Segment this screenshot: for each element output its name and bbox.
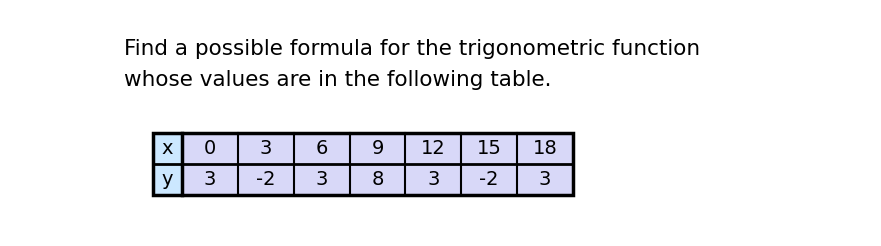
Text: 12: 12 bbox=[421, 139, 446, 158]
FancyBboxPatch shape bbox=[405, 164, 461, 195]
FancyBboxPatch shape bbox=[293, 164, 350, 195]
Text: -2: -2 bbox=[479, 170, 499, 189]
FancyBboxPatch shape bbox=[517, 164, 573, 195]
FancyBboxPatch shape bbox=[350, 134, 405, 164]
FancyBboxPatch shape bbox=[182, 164, 238, 195]
Text: x: x bbox=[162, 139, 174, 158]
FancyBboxPatch shape bbox=[405, 134, 461, 164]
Text: -2: -2 bbox=[256, 170, 276, 189]
Text: 3: 3 bbox=[315, 170, 328, 189]
FancyBboxPatch shape bbox=[461, 134, 517, 164]
Text: 3: 3 bbox=[538, 170, 552, 189]
Text: 3: 3 bbox=[427, 170, 440, 189]
Text: 15: 15 bbox=[477, 139, 501, 158]
FancyBboxPatch shape bbox=[152, 164, 182, 195]
FancyBboxPatch shape bbox=[461, 164, 517, 195]
FancyBboxPatch shape bbox=[517, 134, 573, 164]
FancyBboxPatch shape bbox=[238, 164, 293, 195]
FancyBboxPatch shape bbox=[293, 134, 350, 164]
Text: 9: 9 bbox=[371, 139, 384, 158]
Text: 3: 3 bbox=[260, 139, 272, 158]
FancyBboxPatch shape bbox=[238, 134, 293, 164]
FancyBboxPatch shape bbox=[350, 164, 405, 195]
Text: 6: 6 bbox=[315, 139, 328, 158]
FancyBboxPatch shape bbox=[182, 134, 238, 164]
Text: y: y bbox=[162, 170, 174, 189]
Text: whose values are in the following table.: whose values are in the following table. bbox=[124, 70, 552, 90]
Text: 18: 18 bbox=[532, 139, 558, 158]
Text: 0: 0 bbox=[204, 139, 216, 158]
FancyBboxPatch shape bbox=[152, 134, 182, 164]
Text: Find a possible formula for the trigonometric function: Find a possible formula for the trigonom… bbox=[124, 39, 700, 59]
Text: 3: 3 bbox=[204, 170, 217, 189]
Text: 8: 8 bbox=[371, 170, 384, 189]
